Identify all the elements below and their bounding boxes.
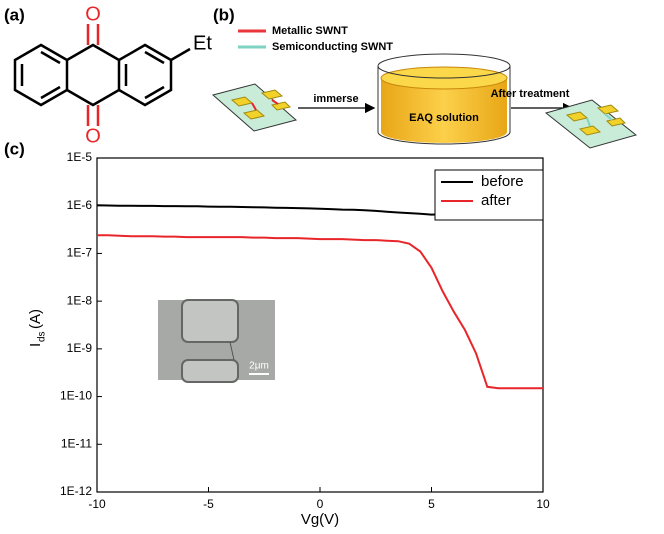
y-axis-label-unit: (A) bbox=[27, 309, 44, 329]
y-axis-label-main: I bbox=[27, 343, 44, 347]
panel-b: (b) Metallic SWNT Semiconducting SWNT im… bbox=[211, 5, 638, 149]
x-axis-label: Vg(V) bbox=[301, 511, 339, 528]
substrate bbox=[544, 99, 638, 149]
panel-c: (c) 2μm Vg(V) I ds (A) 1E-12 1E-11 1E-10 1E… bbox=[4, 139, 550, 527]
y-tick-label: 1E-12 bbox=[60, 484, 92, 498]
y-axis-label: I ds (A) bbox=[27, 309, 48, 347]
y-tick-label: 1E-7 bbox=[67, 246, 93, 260]
step-label: immerse bbox=[313, 93, 358, 105]
panel-label: (b) bbox=[213, 5, 235, 24]
x-tick-label: -5 bbox=[203, 497, 214, 511]
y-axis-label-sub: ds bbox=[37, 331, 48, 342]
legend-box bbox=[434, 169, 544, 221]
legend-label: after bbox=[481, 192, 511, 209]
data-line bbox=[97, 234, 543, 390]
y-tick-label: 1E-5 bbox=[67, 150, 93, 164]
x-tick-label: 10 bbox=[536, 497, 550, 511]
y-tick-label: 1E-8 bbox=[67, 293, 93, 307]
beaker bbox=[377, 53, 511, 145]
y-tick-label: 1E-9 bbox=[67, 341, 93, 355]
legend-label: Metallic SWNT bbox=[272, 25, 348, 37]
atom-label: O bbox=[85, 125, 101, 147]
inset-scale: 2μm bbox=[249, 361, 269, 372]
atom-label: O bbox=[85, 3, 101, 25]
y-tick-label: 1E-11 bbox=[61, 436, 92, 450]
molecule bbox=[13, 24, 191, 126]
y-tick-label: 1E-6 bbox=[67, 198, 93, 212]
y-tick-label: 1E-10 bbox=[60, 389, 92, 403]
x-tick-label: 0 bbox=[317, 497, 324, 511]
x-tick-label: -10 bbox=[88, 497, 106, 511]
legend-label: Semiconducting SWNT bbox=[272, 41, 393, 53]
legend-label: before bbox=[481, 173, 524, 190]
inset-image bbox=[158, 299, 275, 383]
x-tick-label: 5 bbox=[428, 497, 435, 511]
panel-a: (a) O O Et bbox=[4, 3, 212, 147]
substituent: Et bbox=[193, 32, 212, 54]
panel-label: (a) bbox=[4, 5, 25, 24]
solution-label: EAQ solution bbox=[409, 112, 479, 124]
substrate bbox=[211, 83, 298, 132]
panel-label: (c) bbox=[4, 139, 25, 158]
step-label: After treatment bbox=[491, 88, 570, 100]
